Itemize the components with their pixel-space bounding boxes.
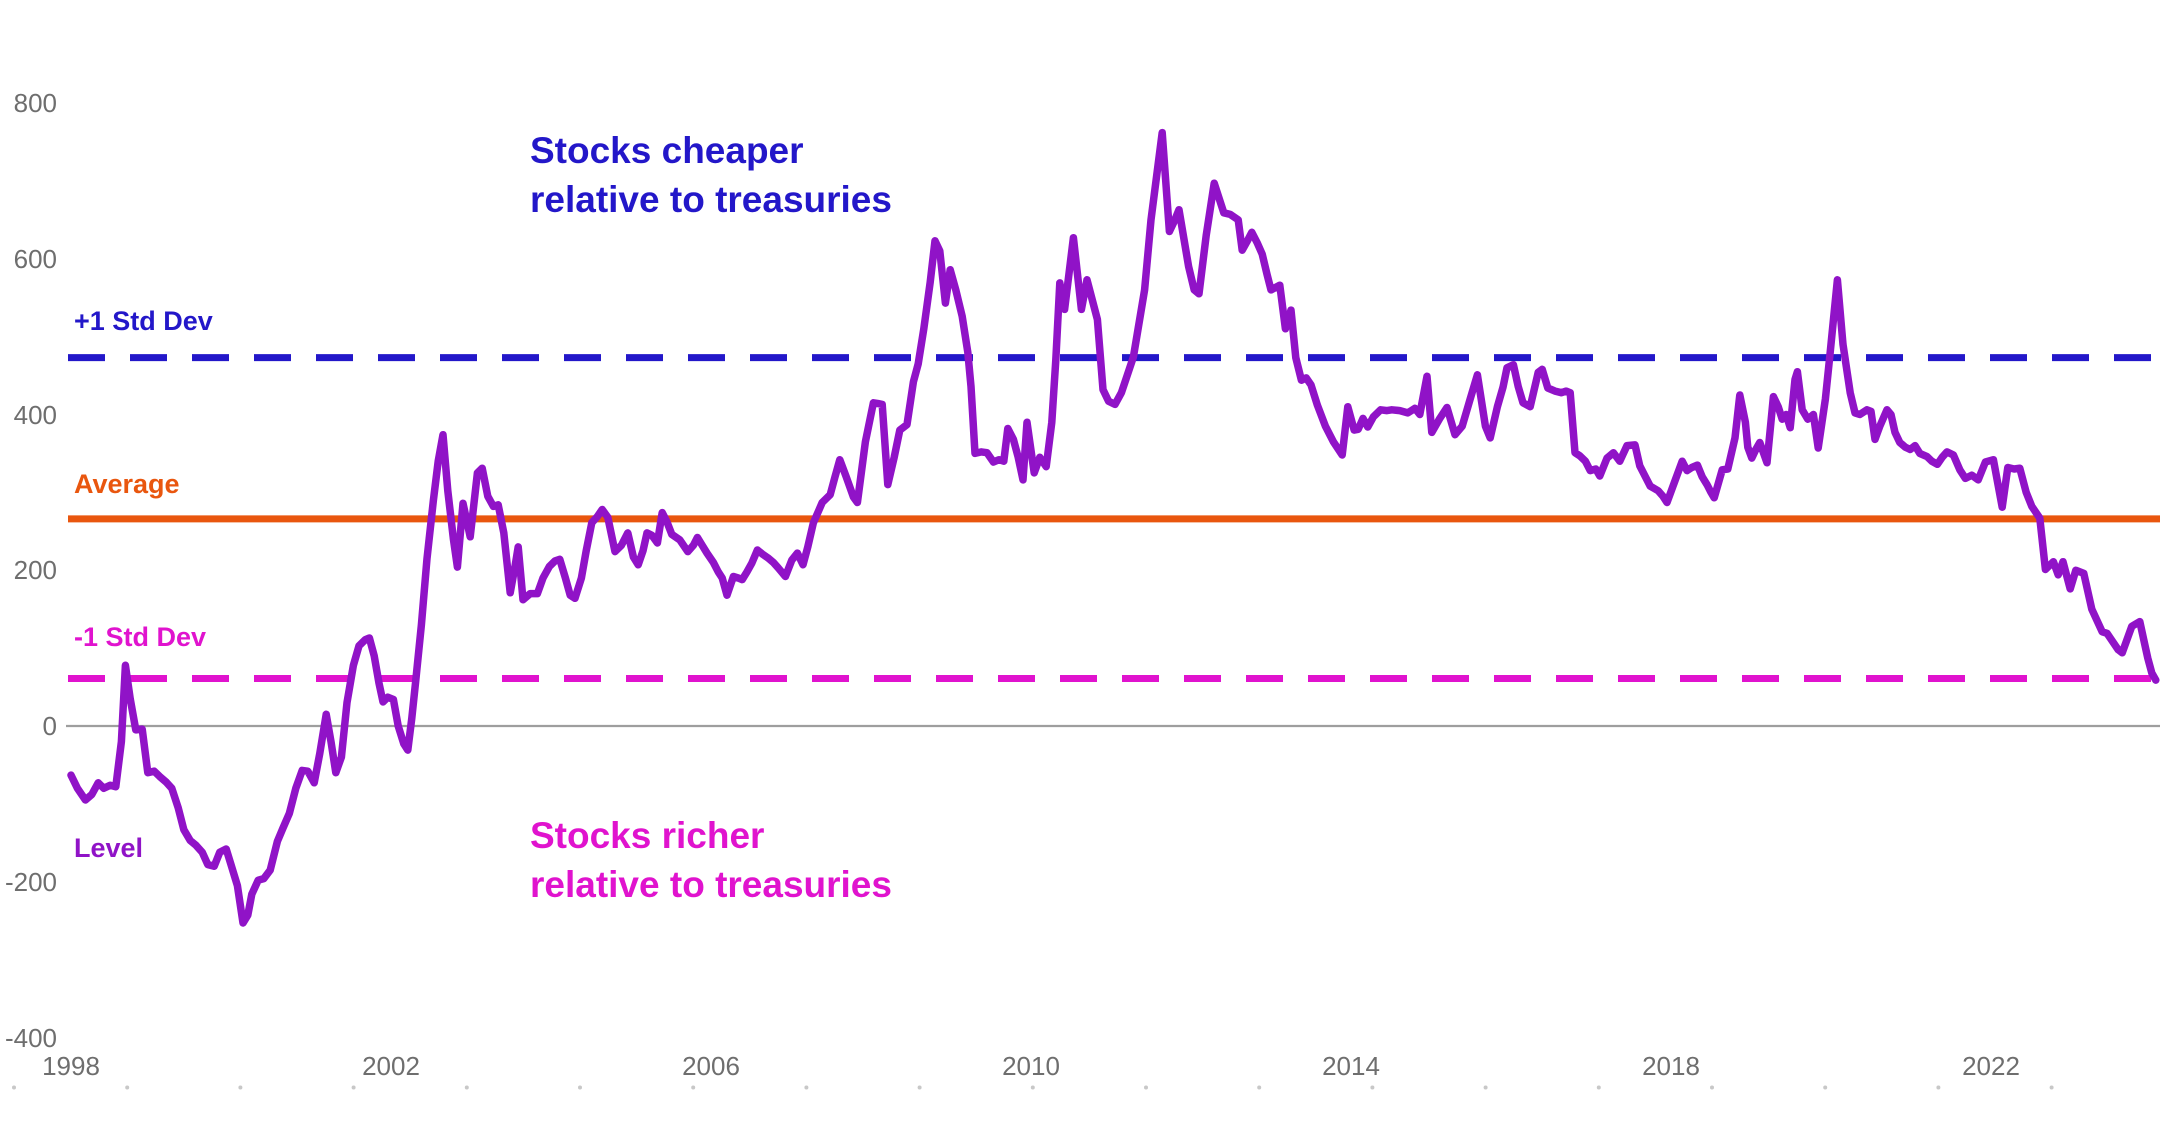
axis-baseline-dot (2049, 1085, 2054, 1090)
y-axis-tick-label: 200 (13, 555, 57, 586)
annotation-stocks-richer: Stocks richer relative to treasuries (530, 811, 892, 909)
axis-baseline-dot (804, 1085, 809, 1090)
axis-baseline-dot (1596, 1085, 1601, 1090)
y-axis-tick-label: 800 (13, 88, 57, 118)
axis-baseline-dot (12, 1085, 16, 1090)
x-axis-tick-label: 2010 (1002, 1051, 1060, 1081)
axis-baseline-dot (464, 1085, 469, 1090)
axis-baseline-dot (1030, 1085, 1035, 1090)
axis-baseline-dot (1370, 1085, 1375, 1090)
minus-1-std-dev-label: -1 Std Dev (74, 622, 207, 652)
axis-baseline-dot (125, 1085, 130, 1090)
x-axis-tick-label: 2006 (682, 1051, 740, 1081)
annotation-stocks-richer-line2: relative to treasuries (530, 864, 892, 905)
level-line (67, 128, 2160, 927)
axis-baseline-dot (1823, 1085, 1828, 1090)
y-axis-tick-label: -200 (4, 866, 57, 897)
y-axis-tick-label: -400 (4, 1022, 57, 1053)
axis-baseline-dot (691, 1085, 696, 1090)
average-label: Average (74, 469, 180, 499)
x-axis-tick-label: 2022 (1962, 1051, 2020, 1081)
axis-baseline-dot (238, 1085, 243, 1090)
x-axis-tick-label: 2014 (1322, 1051, 1380, 1081)
x-axis-tick-label: 2018 (1642, 1051, 1700, 1081)
x-axis-tick-label: 2002 (362, 1051, 420, 1081)
axis-baseline-dot (1710, 1085, 1714, 1090)
axis-baseline-dot (578, 1085, 582, 1090)
axis-baseline-dot (917, 1085, 922, 1090)
axis-baseline-dot (351, 1085, 356, 1090)
y-axis-tick-label: 600 (13, 243, 57, 274)
axis-baseline-dot (1257, 1085, 1262, 1090)
x-axis-tick-label: 1998 (42, 1051, 100, 1081)
annotation-stocks-cheaper-line1: Stocks cheaper (530, 130, 804, 171)
annotation-stocks-cheaper: Stocks cheaper relative to treasuries (530, 126, 892, 224)
axis-baseline-dot (1144, 1085, 1148, 1090)
axis-baseline-dot (1936, 1085, 1941, 1090)
plus-1-std-dev-label: +1 Std Dev (74, 306, 213, 336)
y-axis-tick-label: 0 (42, 711, 57, 741)
axis-baseline-dot (1483, 1085, 1488, 1090)
level-series-label: Level (74, 833, 144, 863)
annotation-stocks-cheaper-line2: relative to treasuries (530, 179, 892, 220)
y-axis-tick-label: 400 (13, 399, 57, 430)
annotation-stocks-richer-line1: Stocks richer (530, 815, 765, 856)
